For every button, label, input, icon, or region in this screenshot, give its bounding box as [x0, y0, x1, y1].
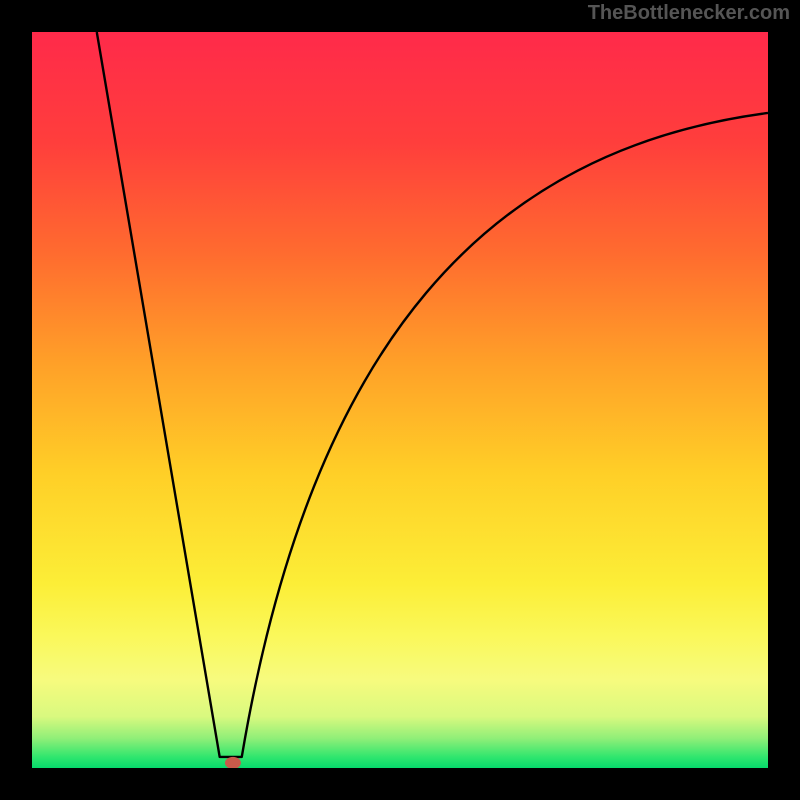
watermark-text: TheBottlenecker.com [588, 2, 790, 25]
optimal-point-marker [225, 757, 241, 768]
plot-area [32, 32, 768, 768]
bottleneck-curve [97, 32, 768, 757]
chart-container: TheBottlenecker.com [0, 0, 800, 800]
curve-svg [32, 32, 768, 768]
